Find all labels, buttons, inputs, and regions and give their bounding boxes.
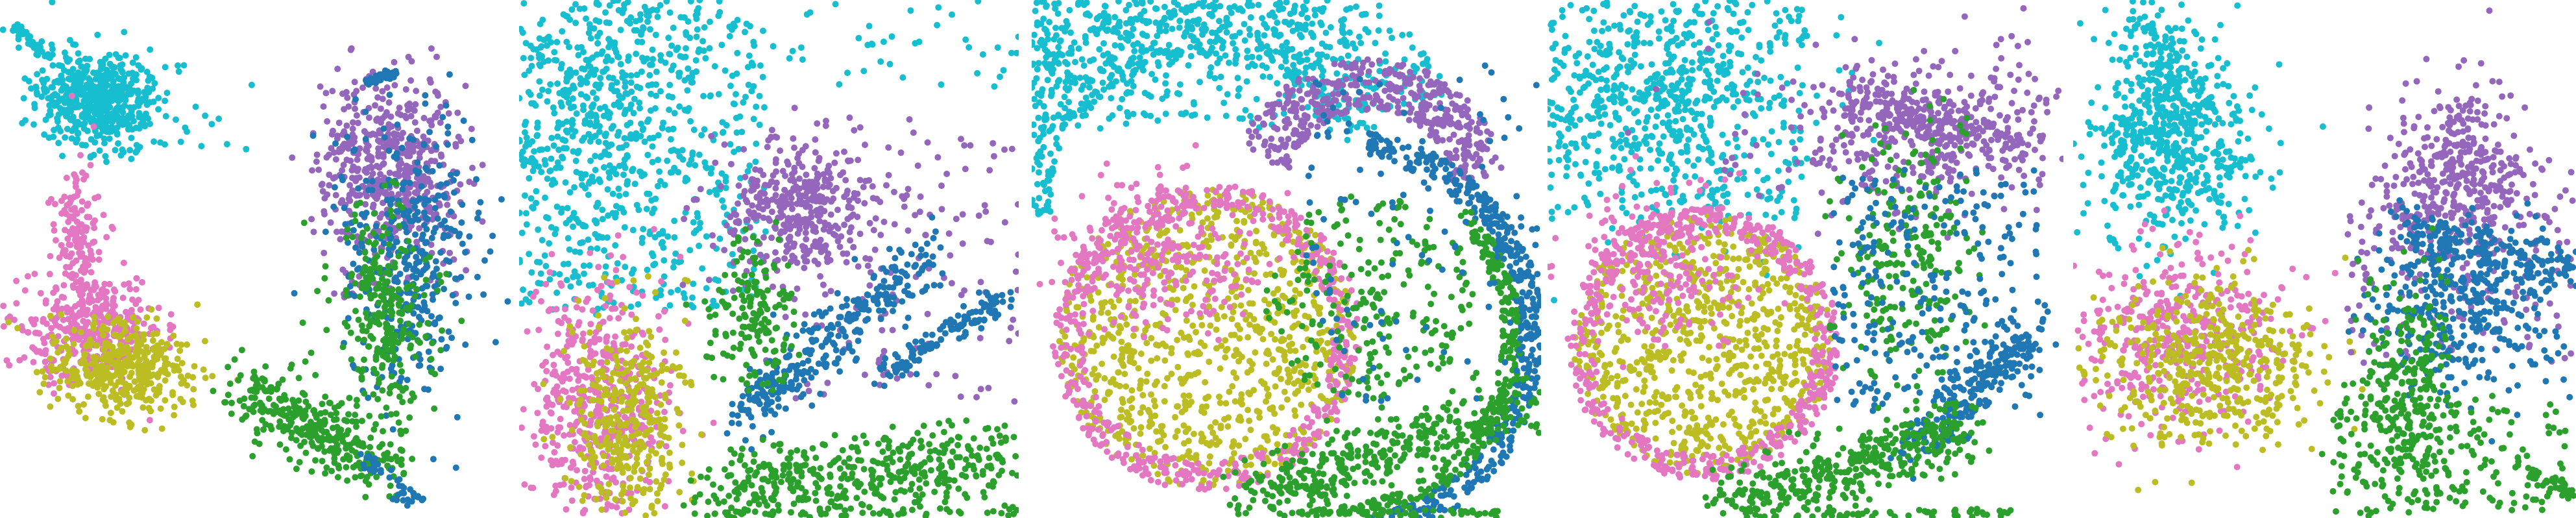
scatter-panel-2 (519, 0, 1019, 518)
scatter-points-4 (1548, 0, 2063, 518)
scatter-panel-1 (0, 0, 513, 518)
scatter-points-2 (519, 0, 1019, 518)
scatter-points-5 (2073, 0, 2576, 518)
scatter-points-1 (0, 0, 511, 509)
scatter-points-3 (1032, 0, 1541, 518)
scatter-panel-5 (2073, 0, 2576, 518)
scatter-panel-3 (1032, 0, 1541, 518)
scatter-panel-4 (1548, 0, 2063, 518)
